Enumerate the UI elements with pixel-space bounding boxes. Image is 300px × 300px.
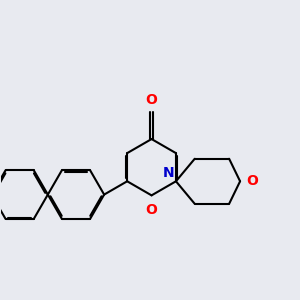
Text: O: O: [146, 93, 158, 107]
Text: O: O: [146, 203, 158, 217]
Text: O: O: [246, 174, 258, 188]
Text: N: N: [163, 166, 174, 180]
